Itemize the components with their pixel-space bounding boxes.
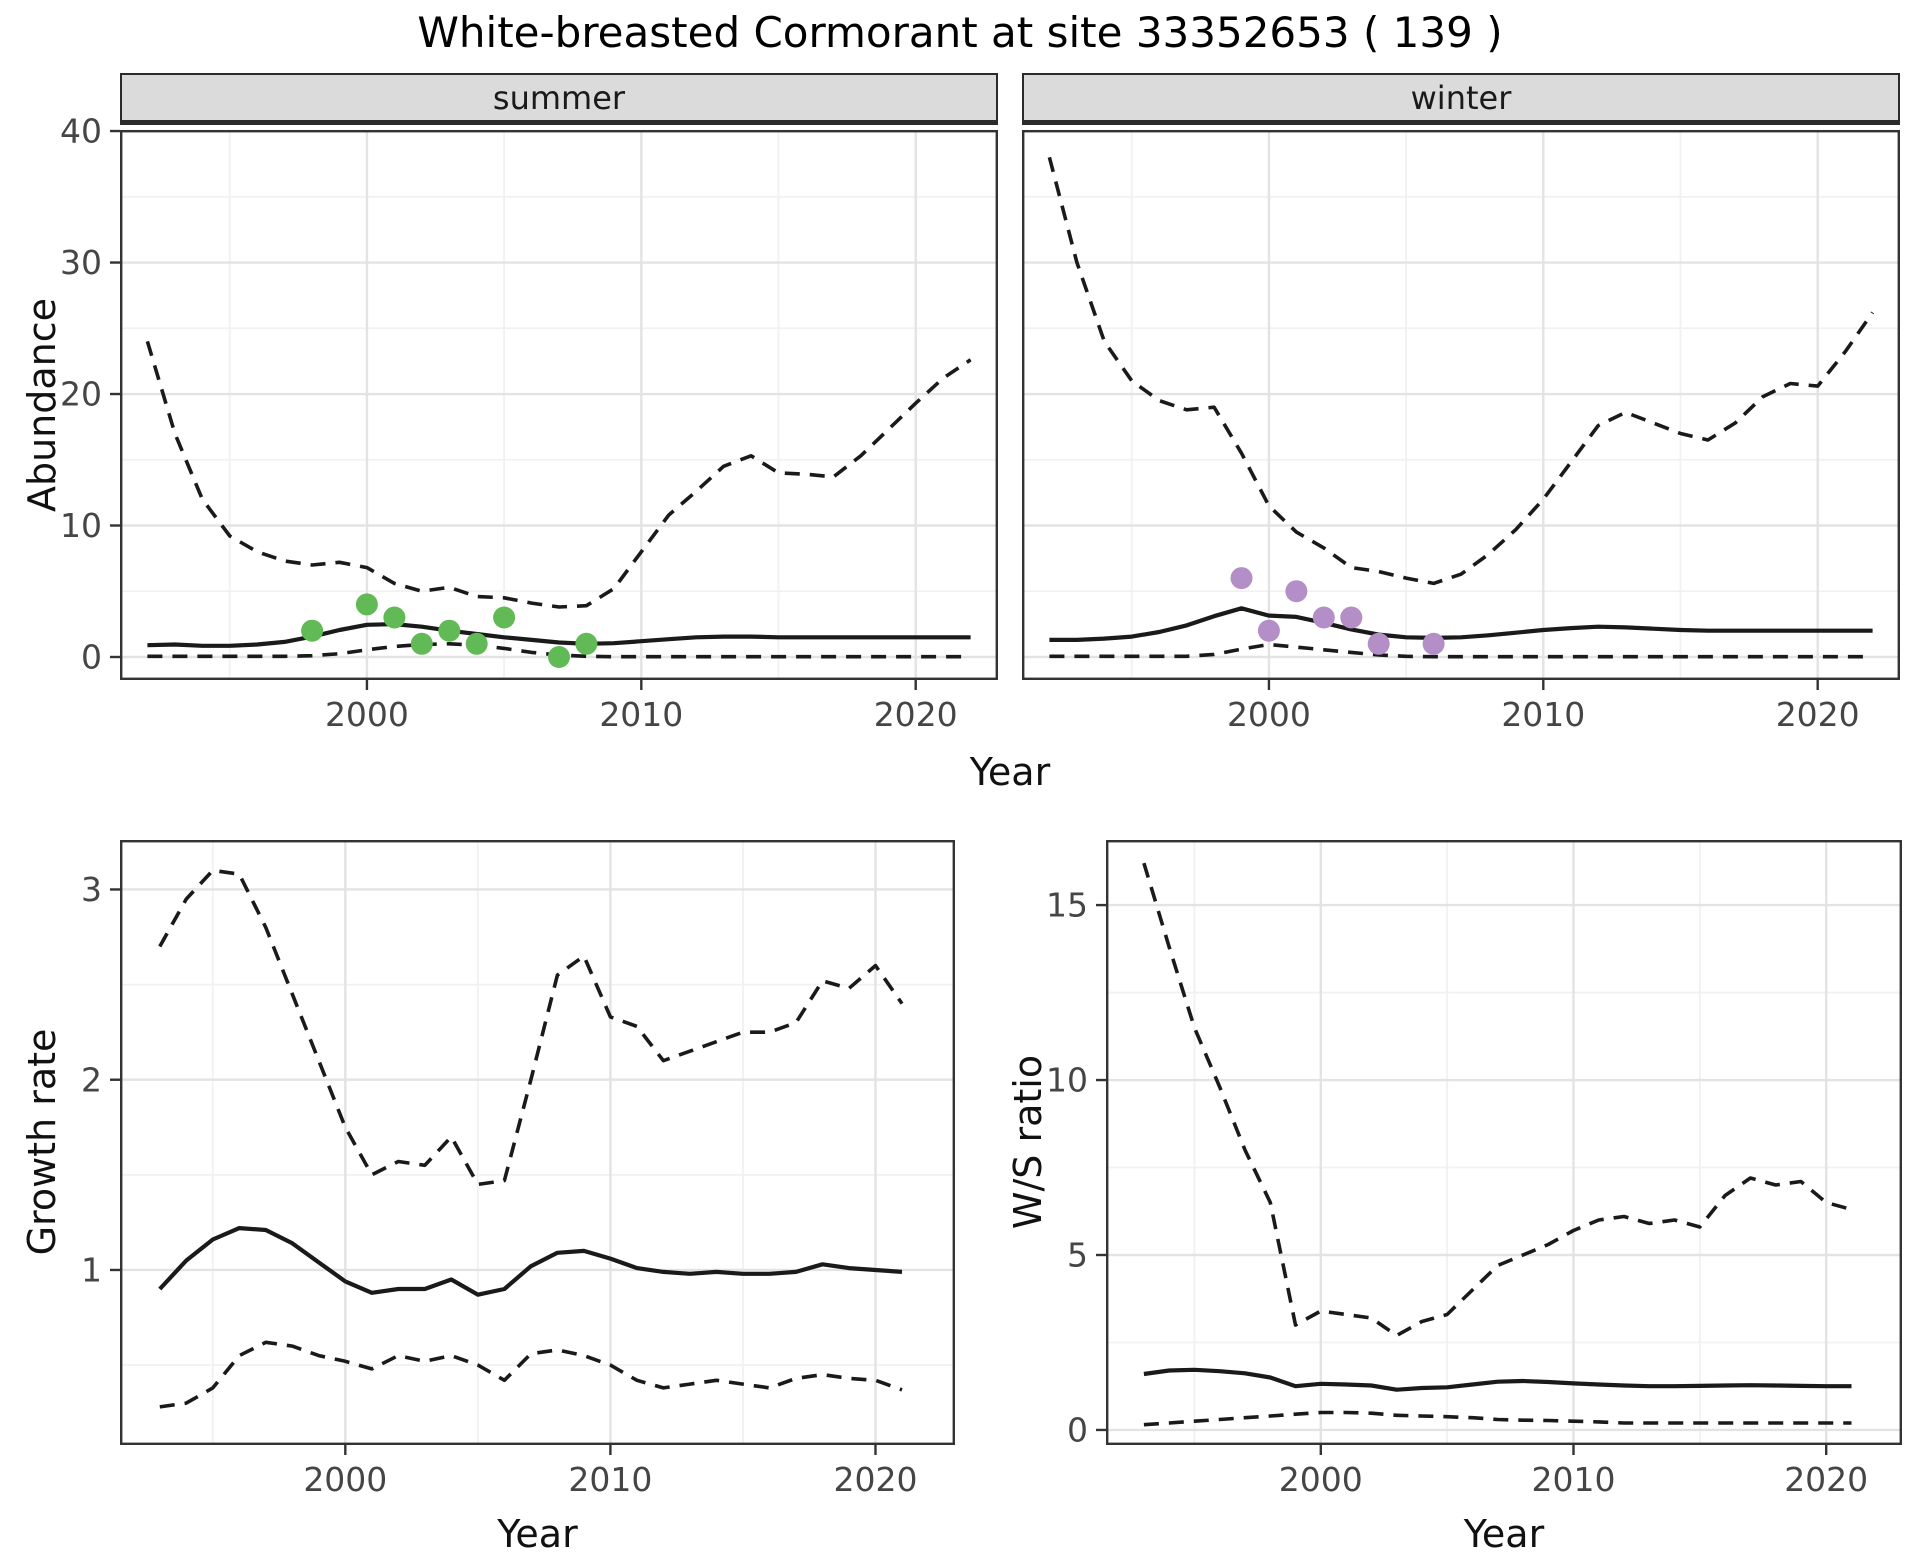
- svg-text:2020: 2020: [874, 695, 958, 734]
- svg-text:10: 10: [60, 506, 102, 545]
- axis-title-year-top: Year: [969, 750, 1051, 794]
- facet-strip-winter: winter: [1022, 73, 1900, 125]
- facet-strip-summer: summer: [120, 73, 998, 125]
- axis-title-abundance: Abundance: [20, 297, 64, 513]
- svg-text:2020: 2020: [1784, 1460, 1868, 1499]
- panel-abundance-summer: 2000 2010 2020 0 10 20 30 40: [60, 112, 998, 734]
- svg-text:5: 5: [1067, 1236, 1088, 1275]
- svg-text:2000: 2000: [303, 1460, 387, 1499]
- svg-text:2010: 2010: [1531, 1460, 1615, 1499]
- facet-strip-winter-label: winter: [1410, 78, 1512, 117]
- svg-text:2: 2: [81, 1060, 102, 1099]
- facet-strip-summer-label: summer: [492, 78, 626, 117]
- svg-text:2020: 2020: [833, 1460, 917, 1499]
- svg-text:0: 0: [81, 638, 102, 677]
- axis-title-ws-ratio: W/S ratio: [1006, 1054, 1050, 1230]
- svg-text:10: 10: [1046, 1061, 1088, 1100]
- svg-text:3: 3: [81, 870, 102, 909]
- svg-text:2020: 2020: [1776, 695, 1860, 734]
- svg-text:30: 30: [60, 243, 102, 282]
- svg-text:40: 40: [60, 112, 102, 151]
- svg-text:2010: 2010: [1501, 695, 1585, 734]
- svg-text:2000: 2000: [1227, 695, 1311, 734]
- svg-text:2000: 2000: [325, 695, 409, 734]
- axis-title-year-bottom-left: Year: [497, 1512, 578, 1556]
- figure-title: White-breasted Cormorant at site 3335265…: [417, 8, 1503, 57]
- svg-text:2010: 2010: [568, 1460, 652, 1499]
- axis-title-growth-rate: Growth rate: [20, 1028, 64, 1256]
- panel-abundance-winter: 2000 2010 2020: [1022, 129, 1900, 734]
- panel-ws-ratio: 2000 2010 2020 0 5 10 15: [1046, 840, 1902, 1499]
- svg-text:2000: 2000: [1279, 1460, 1363, 1499]
- svg-text:0: 0: [1067, 1411, 1088, 1450]
- panel-growth-rate: 2000 2010 2020 1 2 3: [81, 840, 955, 1499]
- svg-text:20: 20: [60, 375, 102, 414]
- svg-text:1: 1: [81, 1251, 102, 1290]
- svg-text:15: 15: [1046, 886, 1088, 925]
- axis-title-year-bottom-right: Year: [1463, 1512, 1545, 1556]
- svg-text:2010: 2010: [599, 695, 683, 734]
